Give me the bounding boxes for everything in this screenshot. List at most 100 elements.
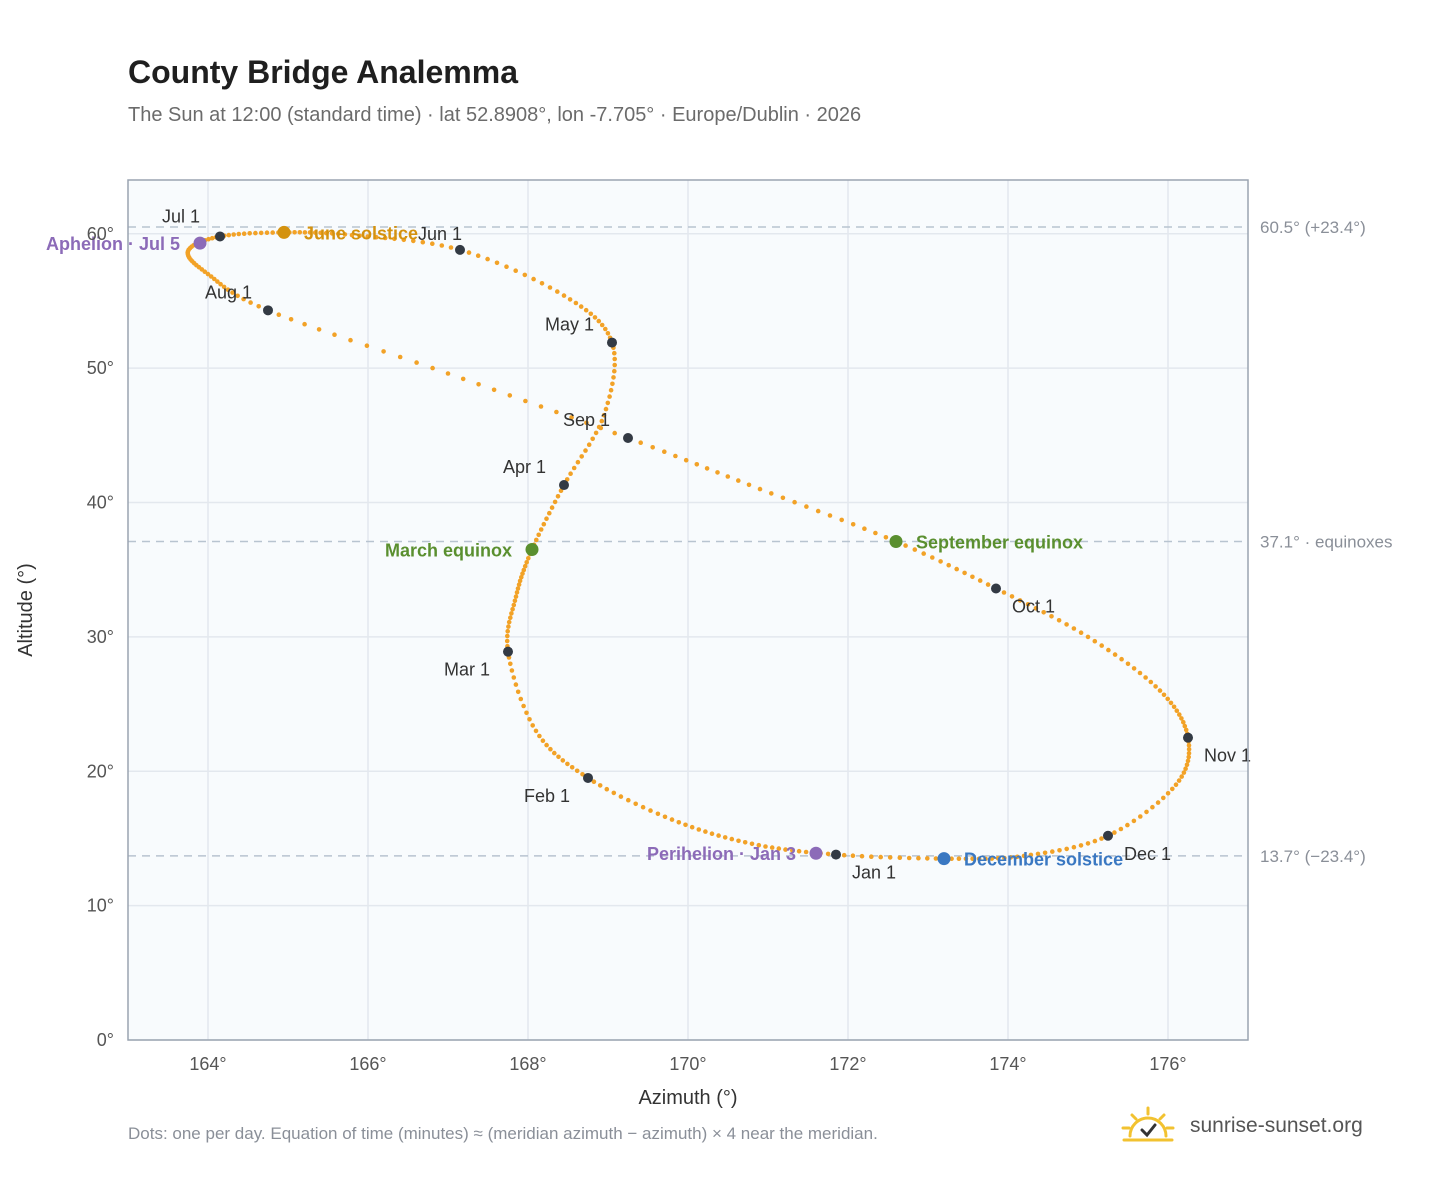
x-tick-label: 176° (1149, 1054, 1186, 1074)
event-marker-dot (809, 846, 823, 860)
daily-sun-dot (1033, 606, 1039, 611)
daily-sun-dot (970, 574, 975, 580)
daily-sun-dot (526, 556, 531, 561)
daily-sun-dot (460, 376, 466, 382)
daily-sun-dot (515, 586, 521, 591)
daily-sun-dot (995, 856, 1001, 861)
daily-sun-dot (574, 768, 580, 774)
daily-sun-dot (903, 543, 908, 548)
daily-sun-dot (1049, 614, 1054, 619)
daily-sun-dot (365, 234, 371, 239)
month-marker-dot (215, 231, 225, 242)
daily-sun-dot (571, 465, 577, 471)
month-marker-dot (623, 433, 633, 443)
daily-sun-dot (491, 387, 497, 393)
daily-sun-dot (1057, 848, 1062, 853)
daily-sun-dot (524, 560, 529, 565)
daily-sun-dot (1092, 838, 1098, 844)
daily-sun-dot (226, 232, 232, 238)
daily-sun-dot (1161, 692, 1167, 698)
daily-sun-dot (946, 562, 951, 568)
reference-line-label: 60.5° (+23.4°) (1260, 218, 1366, 237)
daily-sun-dot (511, 675, 517, 680)
daily-sun-dot (513, 682, 519, 687)
daily-sun-dot (803, 849, 809, 855)
daily-sun-dot (970, 856, 975, 862)
event-markers: June solstice March equinox September equi… (46, 223, 1123, 869)
daily-sun-dot (568, 471, 573, 477)
daily-sun-dot (850, 522, 856, 527)
daily-sun-dot (509, 611, 514, 616)
daily-sun-dot (1184, 762, 1190, 768)
brand-name: sunrise-sunset.org (1190, 1114, 1363, 1137)
daily-sun-dot (694, 462, 700, 467)
month-marker-dot (455, 244, 465, 255)
daily-sun-dot (583, 448, 588, 453)
daily-sun-dot (1173, 782, 1179, 787)
daily-sun-dot (514, 590, 520, 595)
daily-sun-dot (618, 794, 624, 799)
daily-sun-dot (599, 322, 605, 328)
y-tick-label: 30° (87, 627, 114, 647)
daily-sun-dot (1009, 594, 1015, 599)
daily-sun-dot (342, 232, 348, 237)
daily-sun-dot (608, 387, 614, 393)
daily-sun-dot (318, 230, 323, 236)
daily-sun-dot (538, 404, 544, 409)
reference-line-label: 37.1° · equinoxes (1260, 532, 1393, 551)
daily-sun-dot (736, 838, 741, 844)
daily-sun-dot (231, 232, 236, 237)
daily-sun-dot (505, 628, 511, 634)
daily-sun-dot (983, 856, 988, 862)
daily-sun-dot (247, 231, 252, 236)
daily-sun-dot (1165, 696, 1170, 702)
daily-sun-dot (539, 281, 545, 286)
daily-sun-dot (511, 602, 517, 608)
daily-sun-dot (547, 285, 553, 290)
daily-sun-dot (215, 279, 220, 284)
daily-sun-dot (507, 393, 513, 398)
month-marker-label: Jun 1 (418, 224, 462, 244)
daily-sun-dot (336, 231, 341, 237)
x-tick-label: 170° (669, 1054, 706, 1074)
daily-sun-dot (381, 349, 386, 354)
daily-sun-dot (815, 508, 821, 514)
daily-sun-dot (763, 844, 768, 849)
y-tick-label: 20° (87, 761, 114, 781)
daily-sun-dot (1183, 766, 1188, 771)
daily-sun-dot (1085, 841, 1091, 846)
month-marker-label: Feb 1 (524, 786, 570, 806)
daily-sun-dot (596, 318, 602, 324)
daily-sun-dot (1028, 852, 1034, 858)
daily-sun-dot (225, 287, 231, 293)
daily-sun-dot (597, 783, 603, 788)
brand-logo[interactable]: sunrise-sunset.org (1120, 1104, 1363, 1148)
daily-sun-dot (804, 504, 809, 509)
daily-sun-dot (397, 354, 403, 360)
daily-sun-dot (925, 856, 930, 861)
daily-sun-dot (611, 790, 617, 796)
daily-sun-dot (312, 230, 318, 235)
daily-sun-dot (212, 276, 217, 282)
daily-sun-dot (916, 855, 921, 861)
daily-sun-dot (1165, 791, 1171, 796)
daily-sun-dot (989, 856, 995, 861)
daily-sun-dot (1041, 610, 1046, 615)
daily-sun-dot (1186, 743, 1192, 748)
daily-sun-dot (611, 375, 616, 380)
daily-sun-dot (530, 723, 535, 728)
daily-sun-dot (565, 761, 570, 767)
daily-sun-dot (411, 238, 416, 244)
daily-sun-dot (598, 425, 604, 431)
daily-sun-dot (963, 856, 969, 862)
daily-sun-dot (956, 856, 962, 861)
daily-sun-dot (302, 230, 308, 235)
daily-sun-dot (1168, 700, 1174, 706)
x-tick-label: 164° (189, 1054, 226, 1074)
month-marker-label: Nov 1 (1204, 746, 1251, 766)
event-marker-dot (889, 534, 903, 548)
y-tick-label: 50° (87, 358, 114, 378)
footer-note: Dots: one per day. Equation of time (min… (128, 1124, 878, 1143)
reference-lines: 60.5° (+23.4°) 37.1° · equinoxes 13.7° (−2… (128, 218, 1393, 866)
daily-sun-dot (235, 293, 240, 299)
